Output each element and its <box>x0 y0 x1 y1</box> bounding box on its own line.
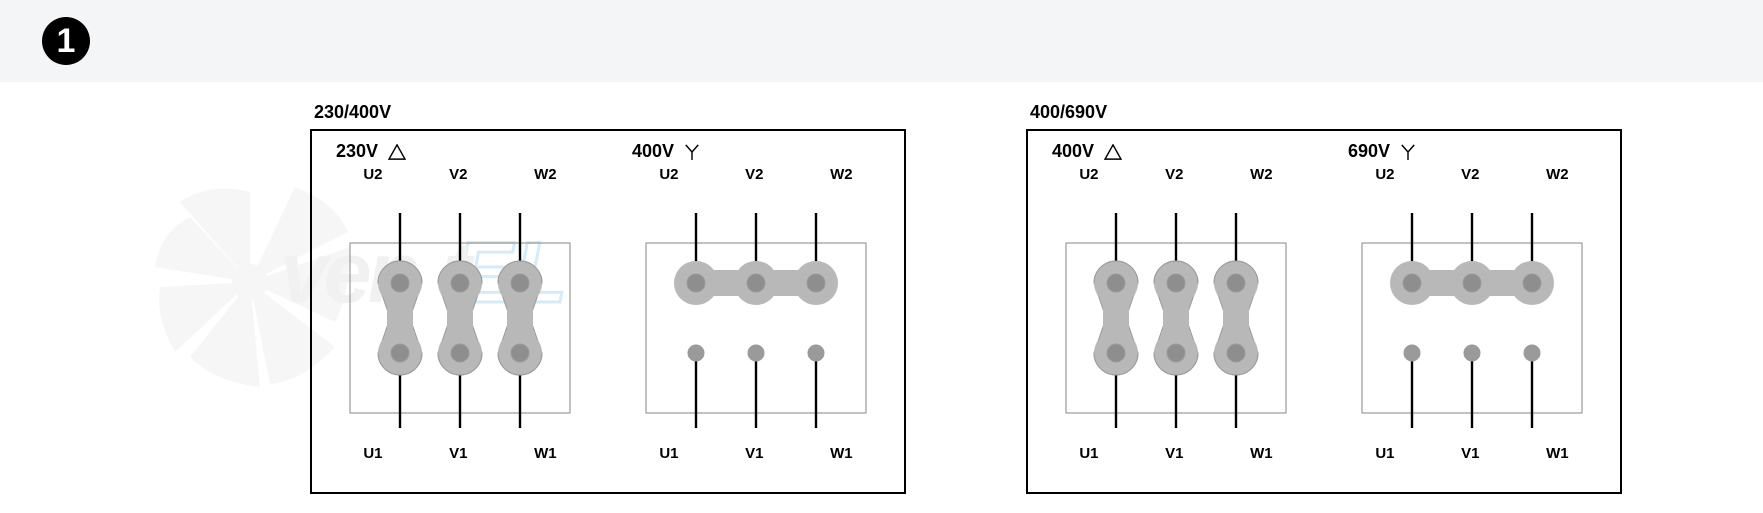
diagram-delta: 230V U2 V2 W2 <box>312 141 608 462</box>
terminal-label: V2 <box>1461 166 1479 183</box>
bottom-terminal-labels: U1 V1 W1 <box>1046 445 1306 462</box>
top-terminal-labels: U2 V2 W2 <box>330 166 590 183</box>
wiring-group: 400/690V 400V U2 V2 W2 <box>1026 102 1622 494</box>
terminal-block-wye <box>626 183 886 443</box>
diagram-header: 400V <box>632 141 886 162</box>
terminal-label: W1 <box>534 445 557 462</box>
terminal-label: U2 <box>1079 166 1098 183</box>
terminal-label: V2 <box>745 166 763 183</box>
terminal-label: U2 <box>363 166 382 183</box>
wye-icon <box>684 143 700 161</box>
content: ven EL t 230/400V 230V U2V2W2 <box>0 82 1763 494</box>
header-bar: 1 <box>0 0 1763 82</box>
diagram-delta: 400V U2 V2 W2 <box>1028 141 1324 462</box>
terminal-label: U1 <box>363 445 382 462</box>
terminal-label: U1 <box>1079 445 1098 462</box>
terminal-label: U1 <box>1375 445 1394 462</box>
delta-icon <box>1104 144 1122 160</box>
terminal-label: U2 <box>659 166 678 183</box>
step-badge: 1 <box>42 17 90 65</box>
top-terminal-labels: U2 V2 W2 <box>626 166 886 183</box>
top-terminal-labels: U2 V2 W2 <box>1342 166 1602 183</box>
diagram-wye: 690V U2 V2 W2 U1 V1 W1 <box>1324 141 1620 462</box>
wye-icon <box>1400 143 1416 161</box>
terminal-block-wye <box>1342 183 1602 443</box>
terminal-label: V1 <box>1165 445 1183 462</box>
step-number: 1 <box>57 22 76 61</box>
terminal-label: U1 <box>659 445 678 462</box>
terminal-label: V1 <box>1461 445 1479 462</box>
terminal-label: U2 <box>1375 166 1394 183</box>
diagram-header: 230V <box>336 141 590 162</box>
group-box: 400V U2 V2 W2 <box>1026 129 1622 494</box>
terminal-block-delta <box>330 183 590 443</box>
terminal-label: V1 <box>449 445 467 462</box>
terminal-label: W2 <box>1250 166 1273 183</box>
terminal-label: W2 <box>534 166 557 183</box>
terminal-label: V2 <box>1165 166 1183 183</box>
voltage-label: 230V <box>336 141 378 162</box>
wiring-group: 230/400V 230V U2 V2 W2 <box>310 102 906 494</box>
diagram-header: 690V <box>1348 141 1602 162</box>
group-title: 230/400V <box>314 102 906 123</box>
bottom-terminal-labels: U1 V1 W1 <box>626 445 886 462</box>
voltage-label: 690V <box>1348 141 1390 162</box>
terminal-label: W1 <box>830 445 853 462</box>
terminal-label: V1 <box>745 445 763 462</box>
voltage-label: 400V <box>1052 141 1094 162</box>
voltage-label: 400V <box>632 141 674 162</box>
terminal-label: W1 <box>1250 445 1273 462</box>
terminal-block-delta <box>1046 183 1306 443</box>
diagram-header: 400V <box>1052 141 1306 162</box>
terminal-label: W2 <box>1546 166 1569 183</box>
group-title: 400/690V <box>1030 102 1622 123</box>
terminal-label: W2 <box>830 166 853 183</box>
groups-container: 230/400V 230V U2 V2 W2 <box>0 102 1622 494</box>
terminal-label: V2 <box>449 166 467 183</box>
terminal-label: W1 <box>1546 445 1569 462</box>
delta-icon <box>388 144 406 160</box>
group-box: 230V U2 V2 W2 <box>310 129 906 494</box>
top-terminal-labels: U2 V2 W2 <box>1046 166 1306 183</box>
bottom-terminal-labels: U1 V1 W1 <box>330 445 590 462</box>
bottom-terminal-labels: U1 V1 W1 <box>1342 445 1602 462</box>
diagram-wye: 400V U2 V2 W2 U1 V1 W1 <box>608 141 904 462</box>
